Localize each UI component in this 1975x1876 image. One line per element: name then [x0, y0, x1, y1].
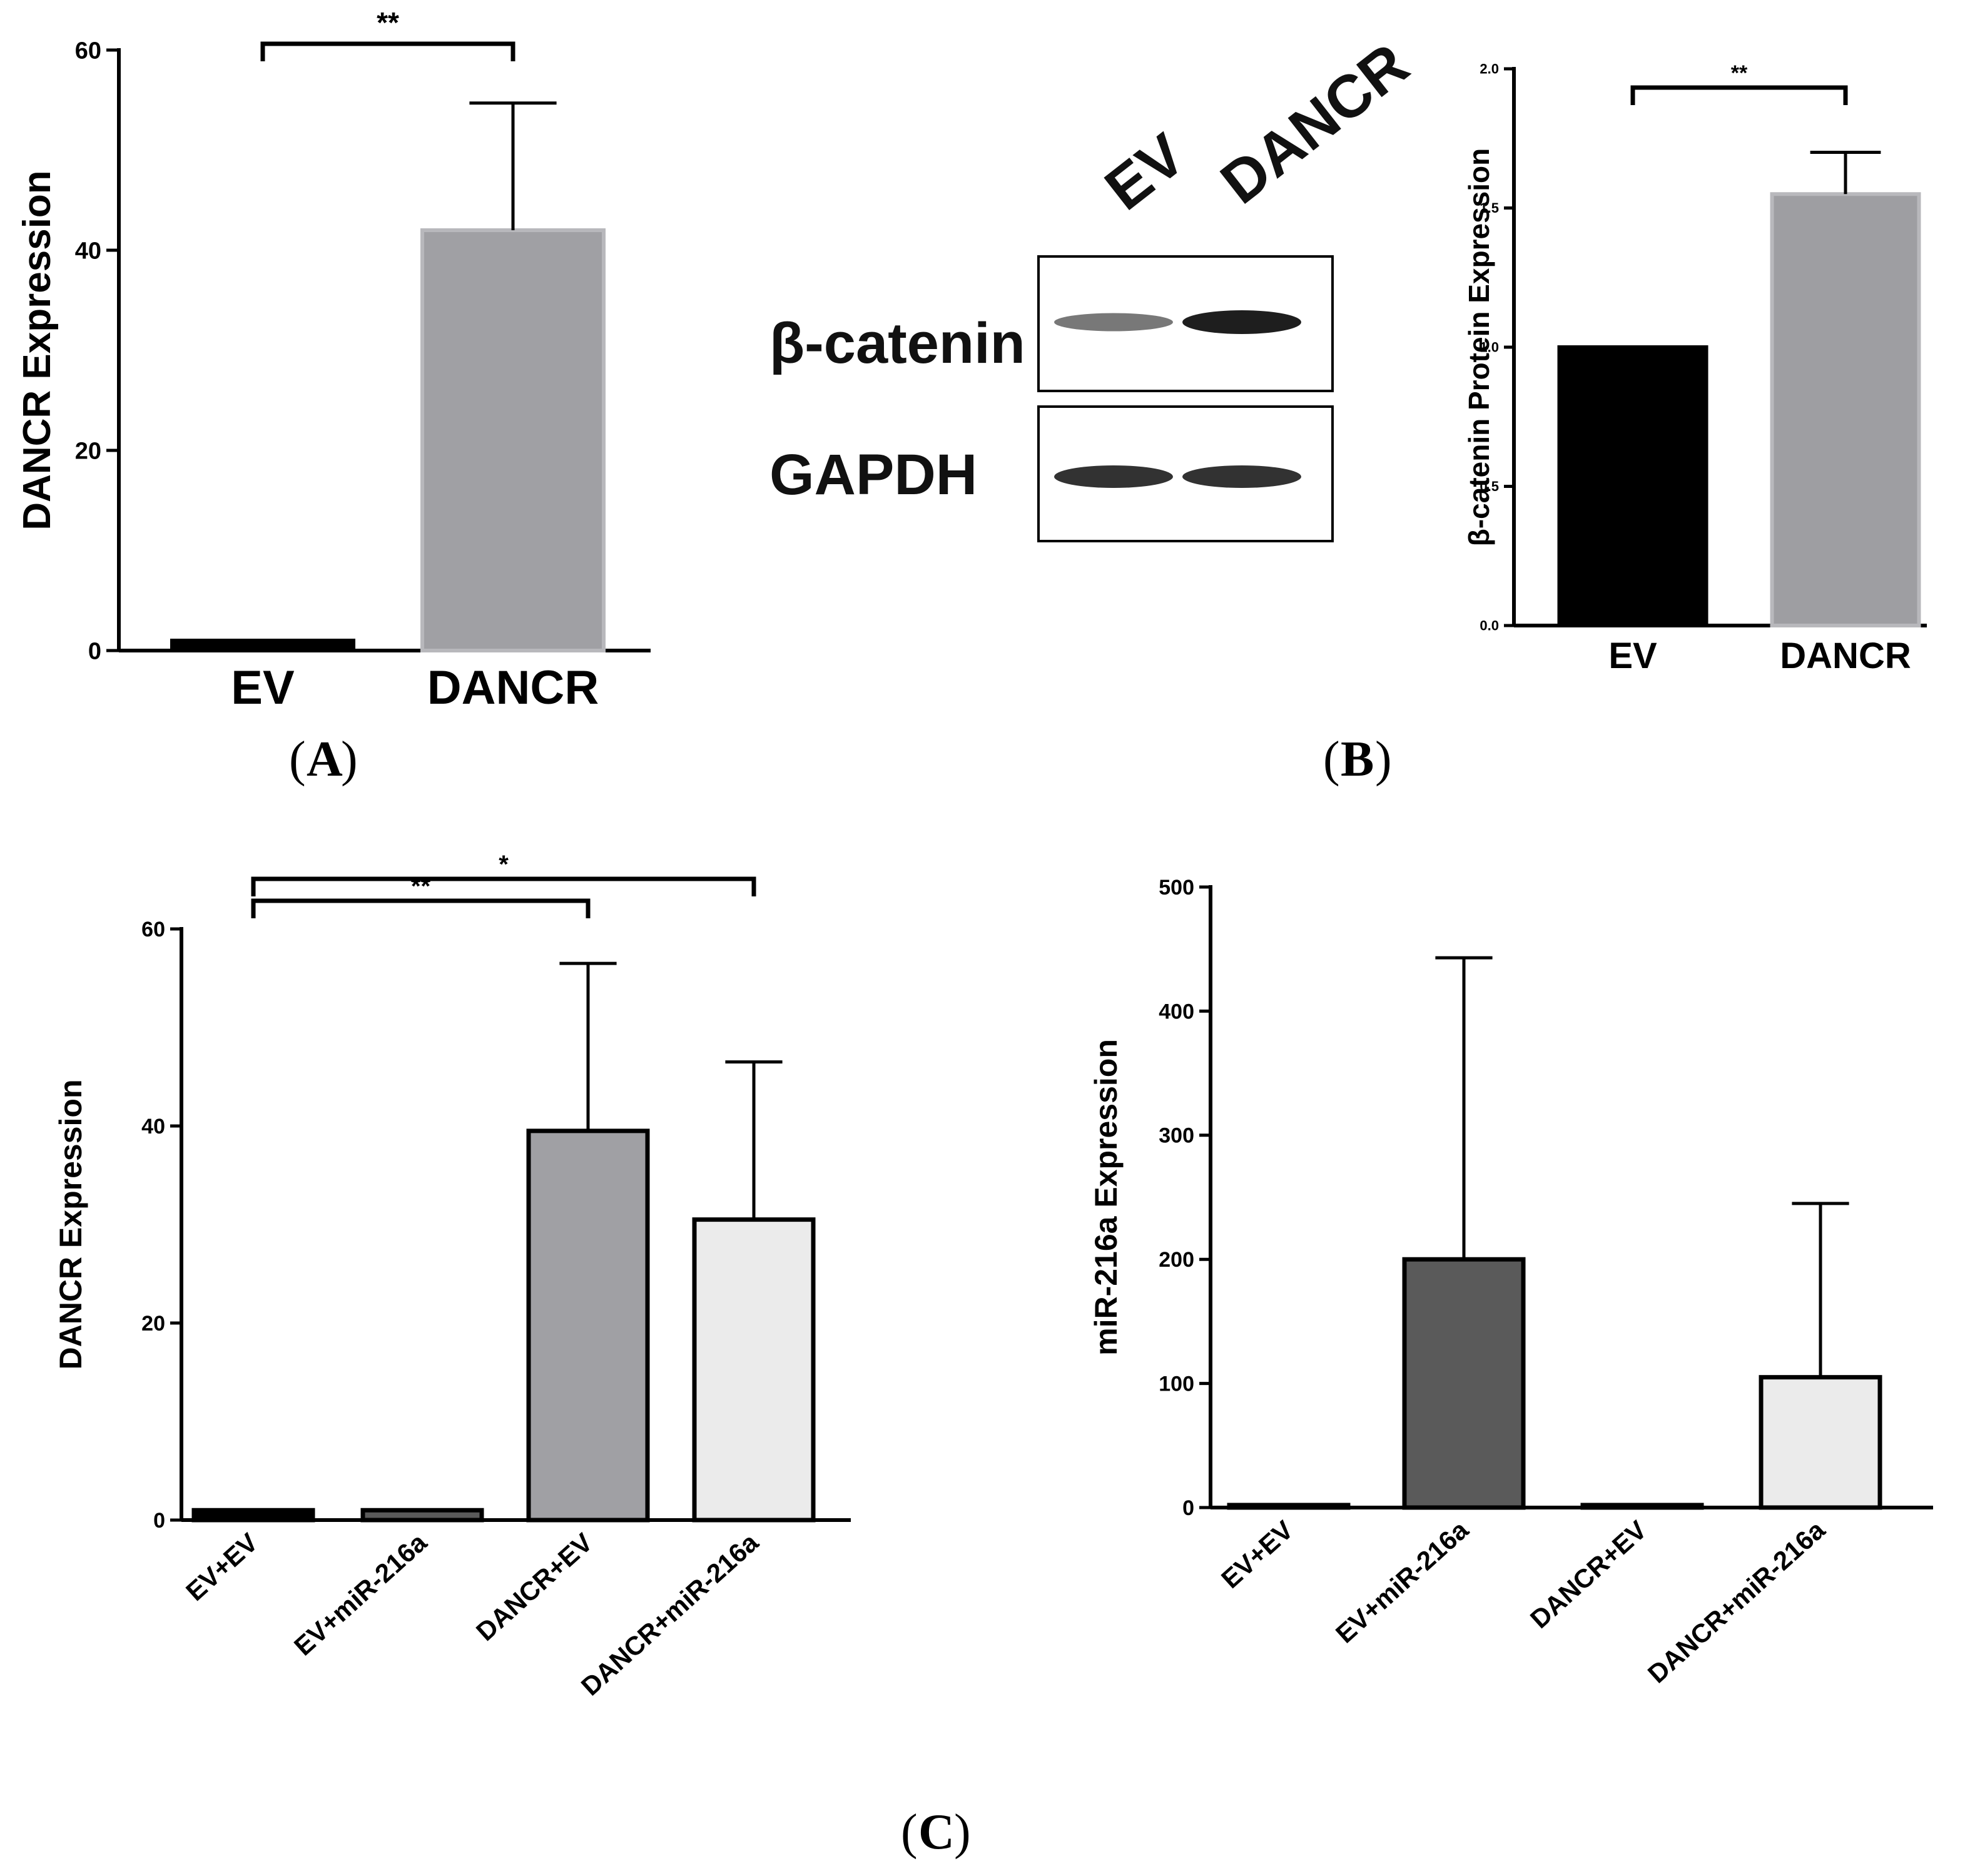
x-tick-label: EV	[231, 661, 295, 714]
significance-label: **	[377, 6, 399, 39]
y-tick-label: 400	[1159, 1000, 1194, 1023]
significance-bracket	[1630, 85, 1848, 105]
x-tick-label: DANCR	[1780, 636, 1911, 676]
chart-c-left: 0 20 40 60 EV+EV EV+miR-216a DANCR+EVDANCR+miR…	[53, 851, 851, 1701]
blot-row-label-beta-catenin: β-catenin	[769, 312, 1025, 375]
bar-ev-mir-216a	[360, 1508, 484, 1523]
y-tick-label: 20	[141, 1312, 165, 1336]
x-tick-label: DANCR+EV	[470, 1528, 598, 1646]
panel-label-a: ( A )	[289, 732, 358, 787]
y-tick-label: 60	[141, 918, 165, 941]
bar-dancr-mir-216a	[692, 1217, 816, 1523]
western-blot: EV DANCR β-catenin GAPDH	[769, 31, 1421, 542]
chart-c-right: 0 100 200 300 400 500 EV+EV EV+miR-216a DANCR+EV…	[1089, 876, 1933, 1689]
bar-dancr-mir-216a	[1759, 1375, 1882, 1510]
significance-bracket	[251, 898, 591, 918]
x-tick-label: DANCR+EV	[1525, 1515, 1652, 1634]
y-tick-label: 0	[153, 1509, 165, 1533]
blot-band	[1054, 465, 1173, 488]
y-tick-label: 300	[1159, 1124, 1194, 1148]
y-axis-label: DANCR Expression	[53, 1080, 88, 1370]
blot-band	[1182, 465, 1301, 488]
bar-dancr	[1770, 192, 1921, 627]
y-tick-label: 200	[1159, 1248, 1194, 1272]
y-tick-label: 40	[75, 238, 101, 264]
x-tick-label: EV+miR-216a	[1330, 1514, 1475, 1648]
y-tick-label: 100	[1159, 1372, 1194, 1396]
blot-lane-label-dancr: DANCR	[1209, 31, 1421, 217]
blot-lane-label-ev: EV	[1093, 121, 1197, 223]
y-tick-label: 0	[1182, 1496, 1194, 1520]
x-tick-label: EV+EV	[180, 1528, 263, 1606]
svg-text:): )	[954, 1805, 971, 1860]
blot-row-label-gapdh: GAPDH	[769, 443, 977, 507]
y-axis-label: β-catenin Protein Expression	[1463, 148, 1495, 546]
y-tick-label: 1.0	[1480, 340, 1499, 355]
x-tick-label: DANCR+miR-216a	[576, 1527, 764, 1701]
bar-ev-ev	[191, 1508, 315, 1523]
y-tick-label: 60	[75, 38, 101, 64]
y-axis-label: DANCR Expression	[16, 170, 59, 530]
significance-label: *	[499, 851, 509, 878]
panel-label-b: ( B )	[1323, 732, 1392, 787]
panel-label-c: ( C )	[901, 1805, 971, 1860]
bar-ev-mir-216a	[1402, 1257, 1526, 1510]
svg-text:): )	[341, 732, 358, 787]
chart-a: 0 20 40 60 EV DANCR DANCR Expression **	[16, 6, 651, 714]
blot-band	[1182, 310, 1301, 334]
bar-dancr-ev	[526, 1128, 650, 1523]
y-axis-label: miR-216a Expression	[1089, 1039, 1124, 1356]
svg-text:): )	[1375, 732, 1392, 787]
y-tick-label: 40	[141, 1115, 165, 1138]
svg-text:C: C	[918, 1805, 955, 1860]
y-tick-label: 20	[75, 438, 101, 464]
y-tick-label: 0	[88, 638, 101, 664]
bar-ev	[170, 639, 355, 652]
x-tick-label: EV	[1608, 636, 1657, 676]
x-tick-label: EV+EV	[1216, 1515, 1299, 1594]
svg-text:(: (	[1323, 732, 1340, 787]
y-tick-label: 0.5	[1480, 479, 1499, 494]
svg-text:(: (	[901, 1805, 918, 1860]
significance-bracket	[251, 876, 756, 896]
svg-text:(: (	[289, 732, 306, 787]
bar-ev	[1557, 345, 1708, 627]
bar-dancr-ev	[1580, 1503, 1704, 1510]
y-tick-label: 500	[1159, 876, 1194, 900]
chart-b: 0.0 0.5 1.0 1.5 2.0 EV DANCR β-catenin Protein …	[1463, 61, 1927, 676]
y-tick-label: 2.0	[1480, 61, 1499, 77]
significance-bracket	[260, 41, 515, 61]
blot-band	[1054, 313, 1173, 332]
bar-ev-ev	[1227, 1503, 1351, 1510]
svg-text:B: B	[1341, 732, 1374, 787]
y-tick-label: 0.0	[1480, 618, 1499, 634]
bar-dancr	[420, 228, 606, 652]
y-tick-label: 1.5	[1480, 200, 1499, 216]
x-tick-label: DANCR+miR-216a	[1642, 1514, 1831, 1688]
x-tick-label: EV+miR-216a	[288, 1527, 433, 1661]
x-tick-label: DANCR	[427, 661, 599, 714]
significance-label: **	[1731, 61, 1748, 85]
svg-text:A: A	[307, 732, 343, 787]
